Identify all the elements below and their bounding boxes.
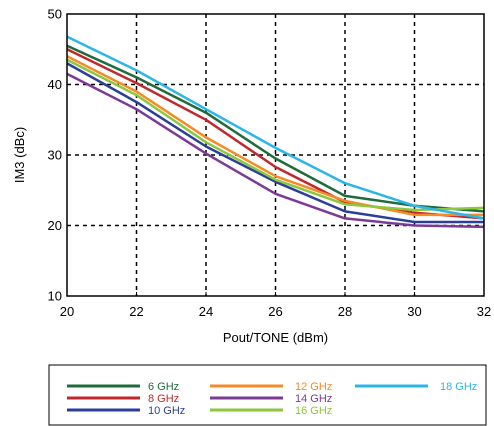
x-axis-title: Pout/TONE (dBm) [223, 330, 328, 345]
legend-label: 6 GHz [148, 381, 179, 393]
legend-label: 8 GHz [148, 393, 179, 405]
x-tick-label: 30 [407, 304, 421, 319]
x-tick-label: 32 [477, 304, 491, 319]
series-line [66, 35, 485, 220]
grid [67, 14, 484, 296]
series-line [66, 62, 484, 224]
series-line [66, 48, 485, 220]
legend-label: 14 GHz [295, 393, 332, 405]
series-line [66, 58, 485, 212]
y-tick-label: 30 [48, 148, 62, 163]
legend-label: 18 GHz [440, 381, 477, 393]
x-tick-label: 26 [268, 304, 282, 319]
x-tick-label: 22 [129, 304, 143, 319]
series-line [66, 55, 484, 217]
series-line [66, 72, 485, 229]
x-tick-label: 24 [199, 304, 213, 319]
y-tick-label: 50 [48, 7, 62, 22]
series-lines [66, 35, 485, 229]
y-tick-label: 10 [48, 289, 62, 304]
y-axis-title: IM3 (dBc) [12, 127, 27, 183]
x-tick-label: 28 [338, 304, 352, 319]
y-tick-label: 20 [48, 218, 62, 233]
x-tick-label: 20 [60, 304, 74, 319]
legend-label: 12 GHz [295, 381, 332, 393]
legend-box [48, 364, 487, 426]
legend-label: 16 GHz [295, 405, 332, 417]
y-tick-label: 40 [48, 77, 62, 92]
legend-label: 10 GHz [148, 405, 185, 417]
